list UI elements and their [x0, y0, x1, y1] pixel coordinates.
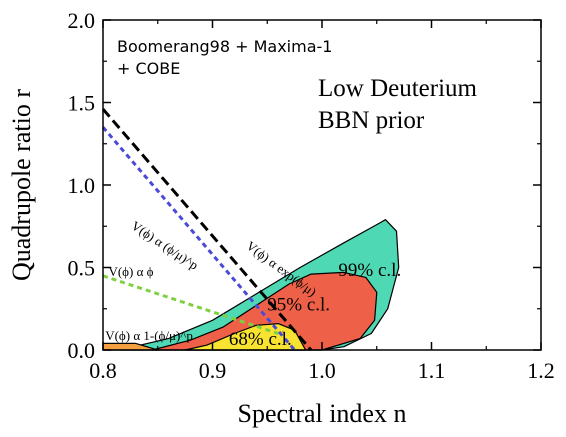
- x-tick-label: 1.0: [308, 358, 336, 383]
- y-tick-label: 0.5: [68, 256, 96, 281]
- dataset-label-line2: + COBE: [117, 59, 180, 78]
- x-tick-label: 1.1: [418, 358, 446, 383]
- x-tick-label: 1.2: [527, 358, 555, 383]
- model-line-2: [102, 274, 279, 335]
- region-95-c-l-: [151, 271, 378, 351]
- y-tick-label: 1.0: [68, 173, 96, 198]
- model-line-0: [101, 108, 313, 351]
- dataset-label-line1: Boomerang98 + Maxima-1: [117, 37, 332, 56]
- y-tick-label: 1.5: [68, 91, 96, 116]
- axis-ticks: 0.8 0.9 1.0 1.1 1.2 0.0 0.5 1.0 1.5 2.0: [68, 8, 555, 383]
- y-axis-title: Quadrupole ratio r: [7, 89, 36, 281]
- region-68-c-l-: [184, 323, 307, 351]
- region-label-1: 95% c.l.: [267, 294, 330, 315]
- prior-label-line2: BBN prior: [318, 107, 425, 134]
- y-tick-label: 0.0: [68, 338, 96, 363]
- x-axis-title: Spectral index n: [238, 399, 407, 428]
- model-line-label-2: V(ϕ) α ϕ: [108, 264, 153, 279]
- region-label-2: 68% c.l.: [229, 329, 292, 350]
- confidence-regions: [102, 219, 400, 351]
- model-line-1: [101, 126, 296, 351]
- prior-label-line1: Low Deuterium: [318, 75, 478, 102]
- x-tick-label: 0.8: [89, 358, 117, 383]
- model-lines: [101, 108, 313, 351]
- region-label-0: 99% c.l.: [338, 260, 401, 281]
- y-tick-label: 2.0: [68, 8, 96, 33]
- model-line-label-3: V(ϕ) α 1-(ϕ/μ)^p: [105, 328, 193, 343]
- x-tick-label: 0.9: [199, 358, 227, 383]
